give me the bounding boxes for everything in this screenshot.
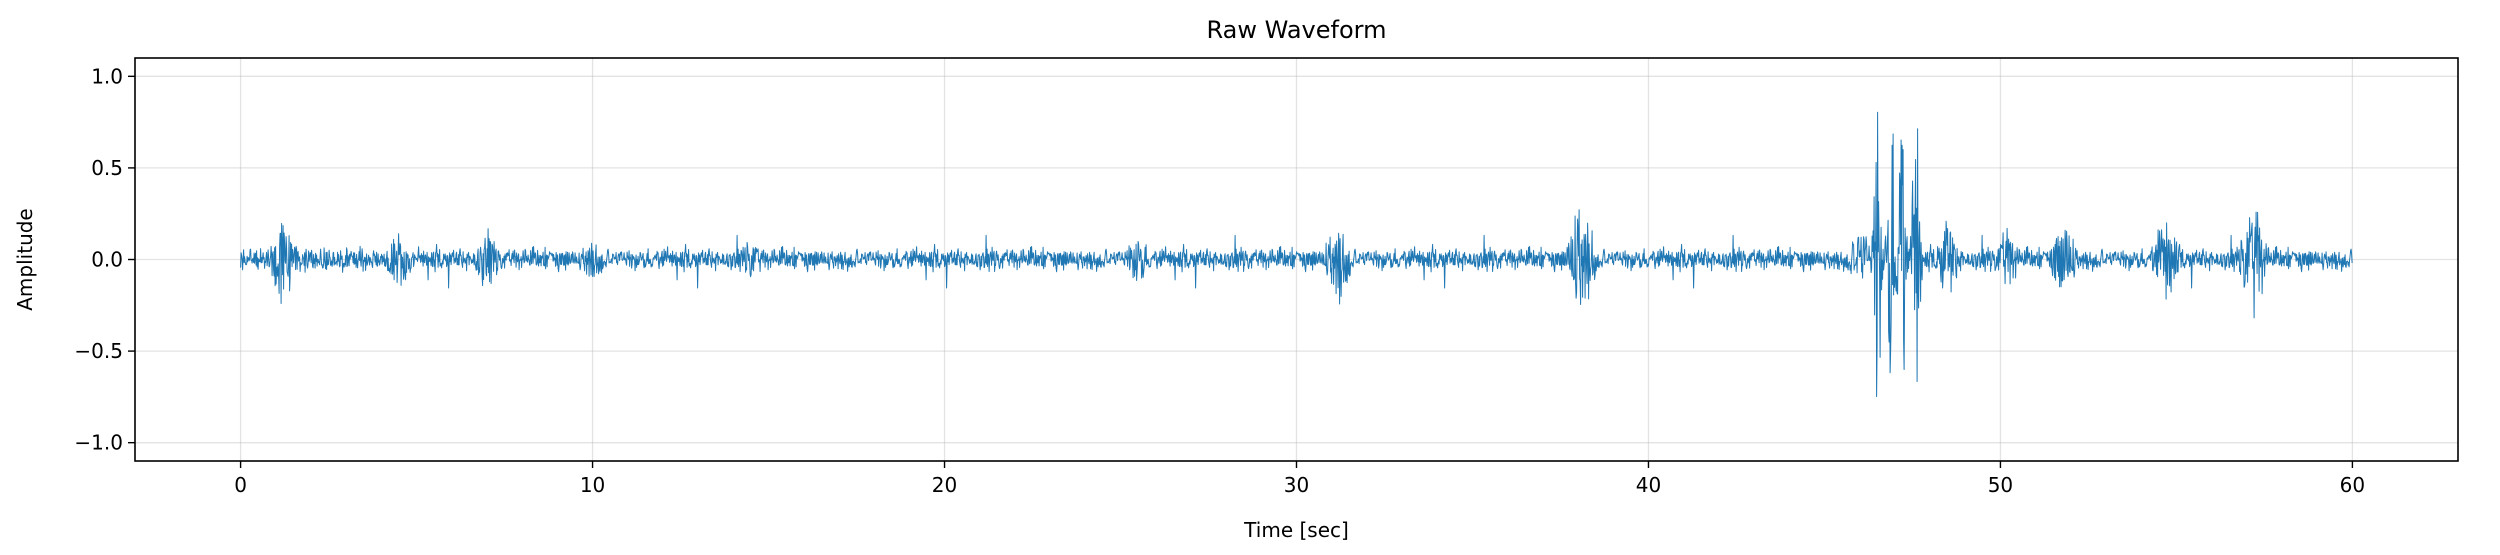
y-tick-label: −1.0 [74, 431, 123, 455]
y-tick-label: −0.5 [74, 339, 123, 363]
x-tick-label: 30 [1284, 473, 1309, 497]
x-tick-label: 40 [1636, 473, 1661, 497]
chart-title: Raw Waveform [1207, 16, 1387, 44]
y-tick-label: 0.5 [91, 156, 123, 180]
y-tick-label: 0.0 [91, 248, 123, 272]
x-tick-label: 10 [580, 473, 605, 497]
x-axis: 0 10 20 30 40 50 60 [234, 461, 2365, 497]
x-tick-label: 0 [234, 473, 247, 497]
y-axis-label: Amplitude [13, 208, 37, 311]
y-tick-label: 1.0 [91, 64, 123, 88]
y-axis: −1.0 −0.5 0.0 0.5 1.0 [74, 64, 135, 455]
x-axis-label: Time [sec] [1243, 518, 1349, 542]
x-tick-label: 20 [932, 473, 957, 497]
x-tick-label: 50 [1988, 473, 2013, 497]
waveform-series [240, 111, 2353, 398]
x-tick-label: 60 [2340, 473, 2365, 497]
waveform-line [240, 111, 2353, 398]
